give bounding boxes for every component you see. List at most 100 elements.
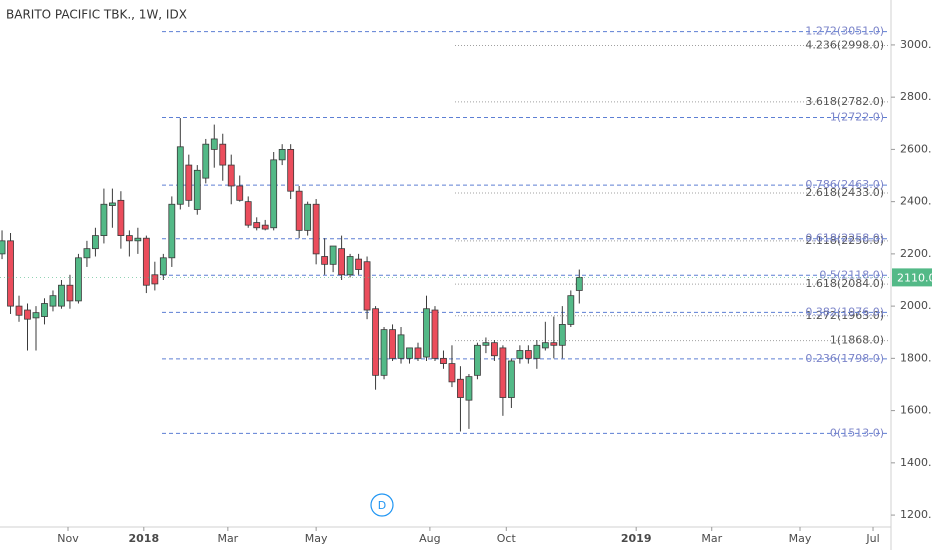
fib-level-label: 1.618(2084.0) bbox=[805, 277, 884, 290]
candle-body bbox=[474, 344, 481, 376]
y-tick-label: 1200.0 bbox=[900, 508, 932, 521]
x-tick-label: May bbox=[305, 532, 328, 545]
y-tick-label: 2600.0 bbox=[900, 142, 932, 155]
candle-body bbox=[321, 256, 329, 265]
last-price-label: 2110.0 bbox=[897, 271, 932, 284]
fib-level-label: 0.5(2118.0) bbox=[819, 268, 884, 281]
candle-body bbox=[134, 237, 142, 242]
candle-body bbox=[142, 237, 150, 286]
candle-body bbox=[193, 169, 201, 210]
candle-body bbox=[58, 284, 65, 307]
candle-body bbox=[236, 185, 244, 201]
candle-body bbox=[541, 342, 549, 349]
candle-body bbox=[312, 203, 320, 255]
candle-body bbox=[440, 357, 447, 364]
candle-body bbox=[507, 360, 515, 398]
candle-body bbox=[219, 143, 227, 166]
event-marker[interactable] bbox=[370, 493, 394, 517]
candle-body bbox=[125, 235, 133, 242]
event-marker-label[interactable]: D bbox=[378, 499, 386, 512]
y-tick-label: 3000.0 bbox=[900, 38, 932, 51]
candle-body bbox=[100, 203, 108, 236]
fib-level-label: 1.272(3051.0) bbox=[805, 25, 884, 38]
candle-body bbox=[49, 295, 57, 307]
candle-body bbox=[151, 274, 159, 285]
candle-body bbox=[397, 334, 405, 359]
x-tick-label: Mar bbox=[701, 532, 722, 545]
candle-body bbox=[0, 240, 6, 255]
candle-body bbox=[295, 190, 303, 231]
candle-body bbox=[516, 350, 524, 359]
fib-level-label: 0.382(1976.0) bbox=[805, 305, 884, 318]
candle-body bbox=[185, 164, 193, 201]
candle-body bbox=[168, 203, 176, 259]
x-tick-label: Oct bbox=[497, 532, 517, 545]
x-tick-label: Mar bbox=[217, 532, 238, 545]
candle-body bbox=[499, 347, 507, 398]
candle-body bbox=[244, 201, 252, 226]
candle-body bbox=[533, 344, 541, 359]
candle-body bbox=[346, 256, 354, 276]
x-tick-label: Aug bbox=[419, 532, 440, 545]
y-tick-label: 2400.0 bbox=[900, 195, 932, 208]
candle-body bbox=[304, 203, 312, 231]
fib-level-label: 2.118(2250.0) bbox=[805, 234, 884, 247]
candle-body bbox=[176, 146, 184, 205]
candle-body bbox=[75, 257, 82, 302]
candle-body bbox=[338, 248, 346, 276]
candle-body bbox=[7, 240, 14, 307]
candle-body bbox=[406, 347, 413, 359]
candle-body bbox=[253, 222, 261, 229]
candle-body bbox=[329, 245, 337, 265]
x-tick-label: Nov bbox=[57, 532, 79, 545]
candle-body bbox=[261, 224, 269, 230]
x-tick-label: May bbox=[789, 532, 812, 545]
candle-body bbox=[210, 138, 218, 150]
y-tick-label: 2800.0 bbox=[900, 90, 932, 103]
fib-level-label: 0.236(1798.0) bbox=[805, 352, 884, 365]
last-price-tag bbox=[892, 268, 932, 287]
y-tick-label: 1400.0 bbox=[900, 456, 932, 469]
x-tick-label: Jul bbox=[865, 532, 879, 545]
candle-body bbox=[389, 329, 396, 359]
candle-body bbox=[363, 261, 371, 311]
y-tick-label: 1800.0 bbox=[900, 351, 932, 364]
candle-body bbox=[202, 143, 210, 179]
x-tick-label: 2019 bbox=[621, 532, 652, 545]
candle-body bbox=[575, 276, 583, 291]
candle-body bbox=[431, 309, 439, 359]
candle-body bbox=[24, 309, 31, 320]
candle-body bbox=[227, 164, 235, 187]
candle-body bbox=[15, 305, 23, 316]
candle-body bbox=[66, 284, 74, 302]
candle-body bbox=[524, 350, 532, 359]
y-tick-label: 2000.0 bbox=[900, 299, 932, 312]
candle-body bbox=[372, 308, 379, 376]
candle-body bbox=[423, 308, 430, 358]
candle-body bbox=[448, 363, 456, 383]
fib-level-label: 4.236(2998.0) bbox=[805, 38, 884, 51]
candle-body bbox=[117, 199, 125, 236]
candle-body bbox=[92, 235, 99, 250]
fib-level-label: 0(1513.0) bbox=[830, 426, 884, 439]
fib-level-label: 0.786(2463.0) bbox=[805, 178, 884, 191]
candle-body bbox=[457, 378, 464, 398]
x-tick-label: 2018 bbox=[128, 532, 159, 545]
candle-body bbox=[567, 295, 575, 325]
candle-body bbox=[380, 329, 388, 376]
fib-level-label: 2.618(2433.0) bbox=[805, 186, 884, 199]
fib-level-label: 0.618(2258.0) bbox=[805, 232, 884, 245]
candle-body bbox=[287, 149, 295, 192]
y-tick-label: 1600.0 bbox=[900, 404, 932, 417]
candle-body bbox=[278, 149, 286, 161]
candle-body bbox=[159, 257, 167, 276]
candle-body bbox=[32, 312, 40, 319]
candle-body bbox=[355, 258, 362, 270]
candle-body bbox=[482, 342, 490, 346]
candle-body bbox=[550, 342, 558, 346]
candle-body bbox=[108, 202, 116, 206]
candle-body bbox=[558, 324, 566, 346]
candle-body bbox=[41, 303, 48, 317]
